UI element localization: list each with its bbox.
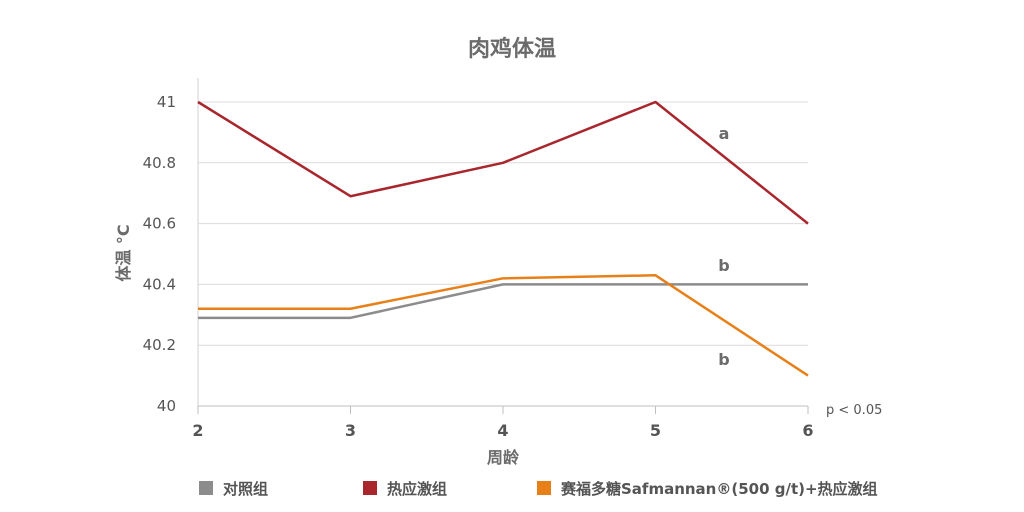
series-line-1 <box>197 100 809 225</box>
series-annotation: a <box>719 124 730 143</box>
series-line-0 <box>198 283 808 320</box>
x-axis: 2 3 4 5 6 <box>192 78 814 440</box>
y-tick-label: 40.2 <box>143 336 176 354</box>
series-lines <box>197 100 809 377</box>
y-tick-label: 40.4 <box>143 275 176 293</box>
significance-note: p < 0.05 <box>826 403 882 418</box>
y-tick-label: 40.8 <box>143 154 176 172</box>
legend-swatch <box>537 481 551 495</box>
series-line-2 <box>198 274 809 377</box>
x-tick-label: 2 <box>192 421 203 440</box>
x-axis-label: 周龄 <box>487 448 520 467</box>
legend-swatch <box>363 481 377 495</box>
y-tick-label: 40 <box>157 397 176 415</box>
y-axis-ticks: 40 40.2 40.4 40.6 40.8 41 <box>143 93 176 415</box>
x-tick-label: 4 <box>497 421 508 440</box>
y-tick-label: 40.6 <box>143 215 176 233</box>
x-tick-label: 5 <box>650 421 661 440</box>
legend-label: 热应激组 <box>387 480 447 498</box>
legend: 对照组 热应激组 赛福多糖Safmannan®(500 g/t)+热应激组 <box>199 480 878 498</box>
legend-label: 对照组 <box>223 480 268 498</box>
chart-title: 肉鸡体温 <box>468 36 556 62</box>
series-annotations: b a b <box>718 124 729 369</box>
y-axis-label: 体温 °C <box>114 224 133 281</box>
series-annotation: b <box>718 256 729 275</box>
series-annotation: b <box>718 350 729 369</box>
y-tick-label: 41 <box>157 93 176 111</box>
x-tick-label: 3 <box>345 421 356 440</box>
legend-swatch <box>199 481 213 495</box>
x-tick-label: 6 <box>802 421 813 440</box>
legend-label: 赛福多糖Safmannan®(500 g/t)+热应激组 <box>560 480 878 498</box>
